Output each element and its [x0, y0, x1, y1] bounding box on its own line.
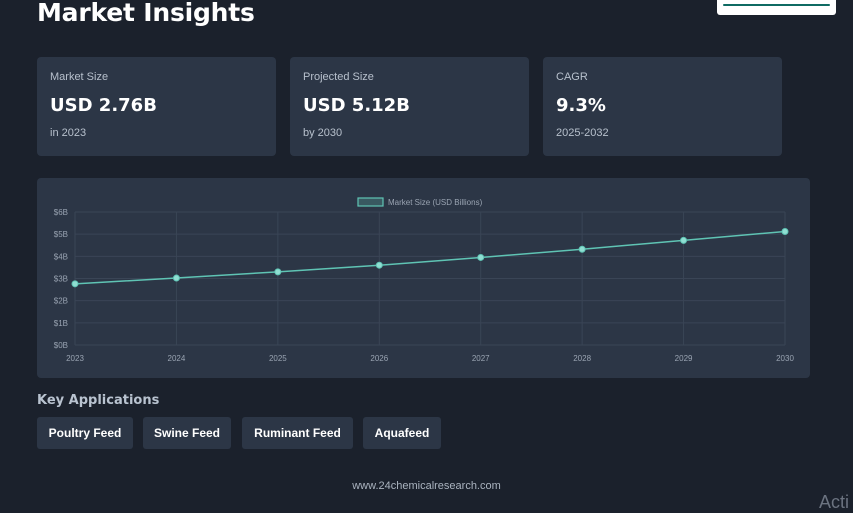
x-tick-label: 2023: [66, 354, 84, 363]
data-point: [375, 261, 383, 269]
data-point: [172, 274, 180, 282]
stat-value: 9.3%: [556, 95, 606, 116]
y-tick-label: $0B: [54, 341, 68, 350]
stat-sub: in 2023: [50, 127, 87, 139]
footer-url[interactable]: www.24chemicalresearch.com: [352, 480, 501, 492]
data-point: [680, 236, 688, 244]
x-tick-label: 2028: [573, 354, 591, 363]
market-size-chart: $0B $1B $2B $3B $4B $5B $6B 2023 2024 2025 2026 202…: [37, 178, 810, 378]
legend-swatch: [357, 197, 384, 207]
data-point: [578, 245, 586, 253]
x-tick-label: 2025: [269, 354, 287, 363]
stat-sub: by 2030: [303, 127, 343, 139]
stat-label: CAGR: [556, 71, 588, 83]
x-tick-label: 2030: [776, 354, 794, 363]
stat-value: USD 5.12B: [303, 95, 410, 116]
stat-label: Projected Size: [303, 71, 374, 83]
page-title: Market Insights: [37, 0, 255, 27]
y-tick-label: $5B: [54, 230, 68, 239]
x-tick-label: 2024: [168, 354, 186, 363]
y-tick-label: $3B: [54, 275, 68, 284]
x-tick-label: 2029: [675, 354, 693, 363]
line-chart: $0B $1B $2B $3B $4B $5B $6B 2023 2024 2025 2026 202…: [54, 197, 794, 363]
application-chip-swine-feed[interactable]: Swine Feed: [143, 417, 231, 449]
data-point: [781, 228, 789, 236]
legend-label: Market Size (USD Billions): [388, 198, 483, 207]
stat-value: USD 2.76B: [50, 95, 157, 116]
data-point: [477, 253, 485, 261]
series-line: [74, 230, 786, 285]
stat-card-market-size: Market Size USD 2.76B in 2023: [37, 57, 276, 156]
logo[interactable]: [717, 0, 836, 15]
logo-stripe: [723, 4, 830, 6]
y-tick-label: $2B: [54, 297, 68, 306]
application-chip-ruminant-feed[interactable]: Ruminant Feed: [242, 417, 353, 449]
application-chip-aquafeed[interactable]: Aquafeed: [363, 417, 441, 449]
key-applications-title: Key Applications: [37, 393, 160, 408]
stat-card-cagr: CAGR 9.3% 2025-2032: [543, 57, 782, 156]
data-point: [274, 268, 282, 276]
activation-watermark: Acti: [819, 492, 850, 512]
data-point: [71, 280, 79, 288]
y-tick-label: $6B: [54, 208, 68, 217]
x-tick-label: 2026: [370, 354, 388, 363]
x-tick-label: 2027: [472, 354, 490, 363]
stat-sub: 2025-2032: [556, 127, 609, 139]
application-chip-poultry-feed[interactable]: Poultry Feed: [37, 417, 133, 449]
stat-label: Market Size: [50, 71, 109, 83]
y-tick-label: $4B: [54, 252, 68, 261]
stat-card-projected-size: Projected Size USD 5.12B by 2030: [290, 57, 529, 156]
y-tick-label: $1B: [54, 319, 68, 328]
